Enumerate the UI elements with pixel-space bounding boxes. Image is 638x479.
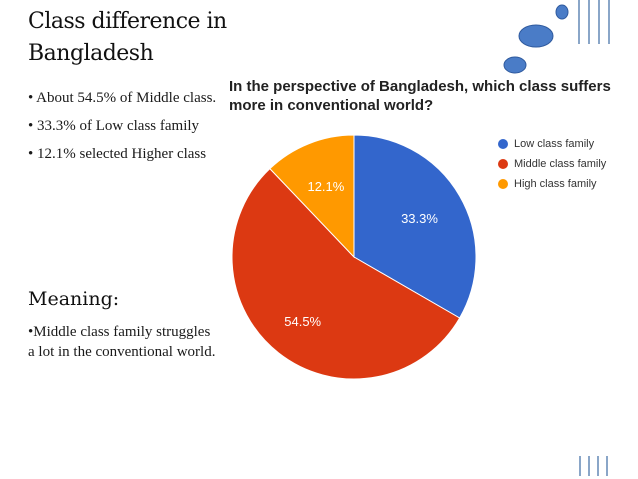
decor-bubble-medium — [503, 56, 527, 74]
legend-swatch-middle — [498, 159, 508, 169]
pie-label-middle: 54.5% — [284, 314, 321, 329]
bullet-middle-class: • About 54.5% of Middle class. — [28, 90, 217, 106]
pie-slice-low — [353, 134, 477, 319]
bullet-higher-class: • 12.1% selected Higher class — [28, 146, 207, 162]
legend-swatch-low — [498, 139, 508, 149]
pie-label-low: 33.3% — [401, 211, 438, 226]
slide-title: Class difference in Bangladesh — [28, 9, 227, 66]
summary-bullets: • About 54.5% of Middle class. • 33.3% o… — [28, 88, 228, 172]
decor-bubble-large — [518, 24, 554, 48]
meaning-heading: Meaning: — [28, 288, 120, 310]
legend-item-low: Low class family — [498, 134, 606, 154]
legend-label-low: Low class family — [514, 138, 595, 150]
pie-slice-high — [269, 134, 355, 259]
decorative-lines-bottom — [579, 456, 608, 476]
bullet-low-class: • 33.3% of Low class family — [28, 118, 200, 134]
legend-item-middle: Middle class family — [498, 154, 606, 174]
decorative-lines-top — [578, 0, 610, 44]
chart-title: In the perspective of Bangladesh, which … — [229, 78, 611, 114]
legend-item-high: High class family — [498, 174, 606, 194]
pie-slice-middle — [231, 167, 461, 380]
legend-label-middle: Middle class family — [514, 158, 607, 170]
chart-legend: Low class family Middle class family Hig… — [498, 134, 606, 194]
decorative-bubbles — [503, 4, 569, 74]
legend-label-high: High class family — [514, 178, 597, 190]
meaning-text: •Middle class family struggles a lot in … — [28, 324, 216, 360]
pie-label-high: 12.1% — [307, 179, 344, 194]
decor-bubble-small — [555, 4, 569, 20]
legend-swatch-high — [498, 179, 508, 189]
